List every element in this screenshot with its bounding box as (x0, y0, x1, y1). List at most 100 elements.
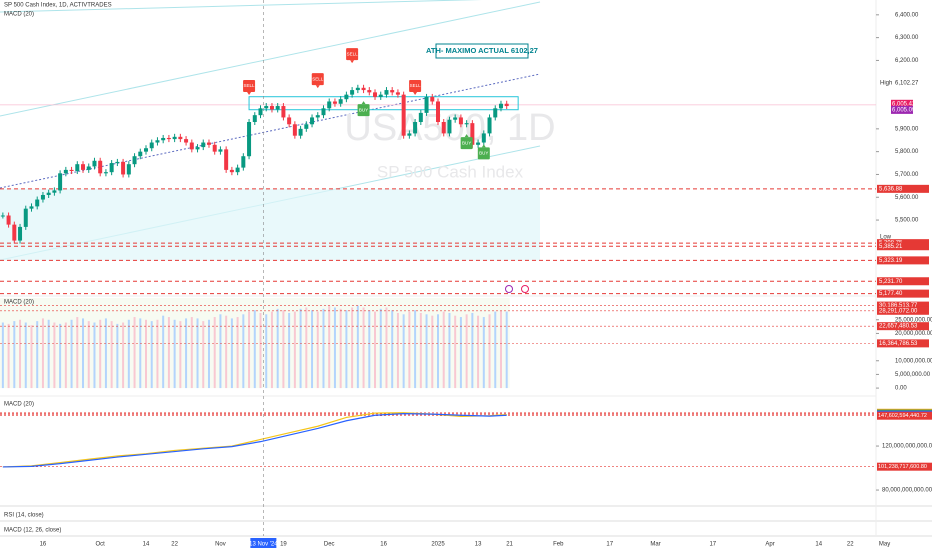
histogram-bar (236, 317, 239, 389)
x-tick-label: Oct (96, 542, 106, 548)
candle (430, 96, 435, 102)
histogram-bar (41, 318, 44, 389)
candle (304, 124, 309, 129)
candle (69, 169, 74, 172)
x-tick-label: 14 (143, 542, 150, 548)
candle (361, 87, 366, 91)
candle (58, 173, 63, 191)
signal (311, 73, 324, 86)
price-label: 5,177.40 (879, 291, 903, 297)
candle (184, 139, 189, 143)
event-icon[interactable] (521, 285, 529, 293)
x-tick-label: 2025 (431, 542, 445, 548)
candle (424, 96, 429, 113)
signal (346, 48, 359, 61)
histogram-bar (122, 322, 125, 389)
candle (418, 112, 423, 123)
histogram-bar (173, 319, 176, 389)
candle (75, 164, 80, 172)
signal-pointer (315, 85, 320, 89)
candle (453, 117, 458, 120)
histogram-bar (7, 323, 10, 389)
price-label-box (877, 277, 929, 286)
histogram-bar (448, 312, 451, 389)
candle (390, 90, 395, 93)
price-label: 5,323.19 (879, 258, 903, 264)
signal-pointer (247, 92, 252, 96)
histogram-bar (431, 315, 434, 389)
histogram-bar (133, 317, 136, 389)
annotation-box (435, 43, 529, 59)
histogram-bar (167, 317, 170, 389)
candle (212, 144, 217, 152)
x-tick-label: Dec (324, 542, 335, 548)
histogram-bar (505, 311, 508, 389)
candle (504, 103, 509, 107)
price-label-box (877, 289, 929, 298)
candle (470, 123, 475, 145)
price-label-box (877, 306, 929, 315)
candle (464, 123, 469, 125)
candle (401, 94, 406, 136)
histogram-bar (259, 312, 262, 389)
candle (252, 115, 257, 123)
histogram-bar (59, 323, 62, 389)
candle (458, 117, 463, 125)
price-label: 6,005.09 (892, 107, 916, 113)
histogram-bar (471, 312, 474, 389)
price-label-box (877, 242, 929, 251)
trend-line (0, 0, 483, 13)
histogram-bar (139, 318, 142, 389)
price-label-box (891, 99, 913, 108)
histogram-bar (316, 311, 319, 389)
histogram-bar (499, 310, 502, 389)
price-label: 147,602,594,440.72 (878, 413, 927, 419)
price-label-box (877, 462, 932, 471)
candle (373, 92, 378, 97)
event-icon[interactable] (505, 285, 513, 293)
histogram-bar (477, 315, 480, 389)
annotation: ATH- MAXIMO ACTUAL 6102,27 (426, 46, 538, 55)
candle (441, 122, 446, 134)
histogram-bar (19, 319, 22, 389)
price-label: 28,291,072.00 (879, 308, 918, 314)
candle (144, 148, 148, 152)
histogram-bar (459, 317, 462, 389)
y-tick-label: 5,900.00 (895, 126, 919, 132)
x-tick-label: Feb (553, 542, 564, 548)
y-tick-label: 6,200.00 (895, 58, 919, 64)
y-tick-label: 25,000,000.00 (895, 317, 932, 323)
candle (235, 167, 240, 173)
histogram-bar (293, 311, 296, 389)
signal-label: BUY (479, 151, 488, 156)
price-label: 30,186,513.77 (879, 303, 918, 309)
histogram-bar (482, 317, 485, 389)
price-label: 16,364,786.53 (879, 341, 918, 347)
candle (413, 122, 418, 134)
ath-range (248, 96, 519, 111)
histogram-bar (219, 314, 222, 389)
candle (138, 151, 143, 157)
histogram-bar (190, 317, 193, 389)
candle (493, 108, 498, 118)
x-tick-label: 19 (280, 542, 287, 548)
x-tick-label: Mar (650, 542, 660, 548)
candle (241, 156, 246, 168)
signal (409, 80, 422, 93)
candle (287, 117, 292, 125)
candle (327, 101, 332, 109)
candle (155, 140, 160, 143)
histogram-bar (116, 323, 119, 389)
y-tick-label: 5,600.00 (895, 195, 919, 201)
signal (477, 147, 490, 160)
candle (172, 136, 177, 140)
candle (344, 94, 349, 100)
x-tick-label: 22 (171, 542, 178, 548)
histogram-bar (276, 308, 279, 389)
y-tick-label: 10,000,000.00 (895, 358, 932, 364)
candle (332, 101, 337, 104)
histogram-bar (30, 325, 33, 389)
x-tick-label: 22 (847, 542, 854, 548)
candle (218, 149, 223, 152)
histogram-bar (454, 315, 457, 389)
